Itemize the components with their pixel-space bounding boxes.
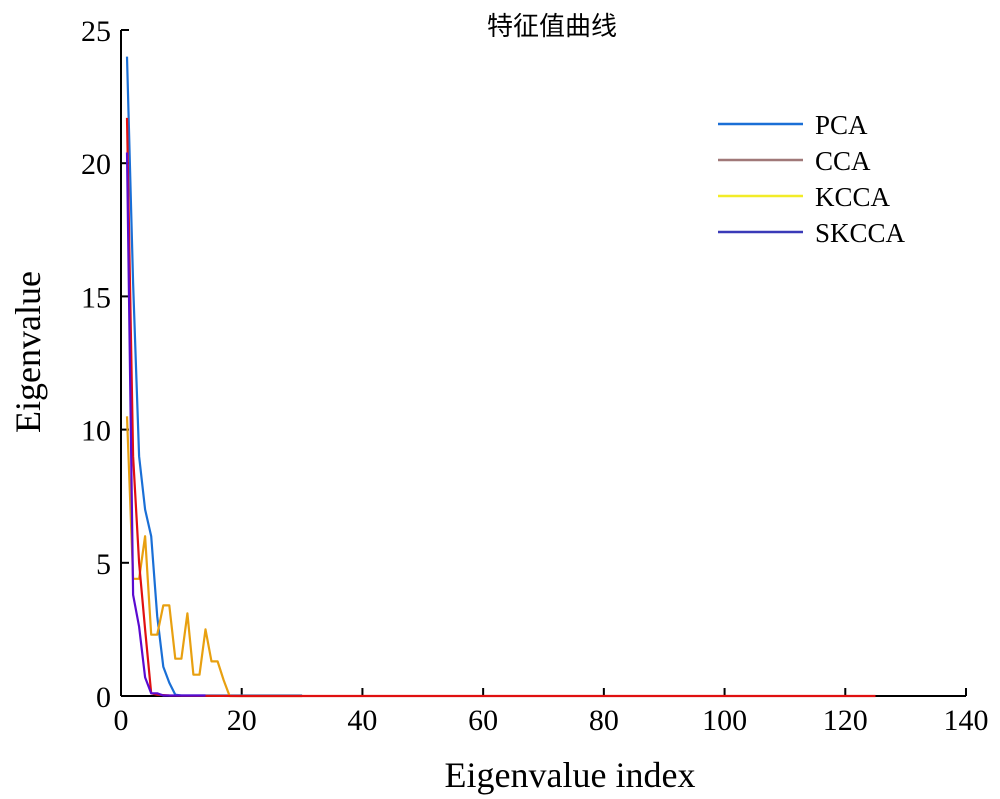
x-tick-label: 120 bbox=[823, 704, 868, 737]
y-tick-label: 25 bbox=[81, 15, 111, 48]
x-tick-label: 20 bbox=[227, 704, 257, 737]
series-line-skcca bbox=[125, 152, 206, 697]
series-line-cca bbox=[125, 117, 876, 698]
y-tick-label: 0 bbox=[96, 681, 111, 714]
y-tick-label: 15 bbox=[81, 281, 111, 314]
legend-label-kcca: KCCA bbox=[815, 182, 891, 212]
x-tick-label: 40 bbox=[347, 704, 377, 737]
x-tick-label: 80 bbox=[589, 704, 619, 737]
x-axis-label: Eigenvalue index bbox=[445, 755, 696, 795]
y-tick-label: 20 bbox=[81, 148, 111, 181]
x-tick-label: 140 bbox=[944, 704, 989, 737]
y-tick-label: 5 bbox=[96, 548, 111, 581]
legend-label-skcca: SKCCA bbox=[815, 218, 906, 248]
legend-label-pca: PCA bbox=[815, 110, 868, 140]
y-axis-label: Eigenvalue bbox=[8, 271, 48, 433]
y-tick-label: 10 bbox=[81, 415, 111, 448]
x-tick-label: 60 bbox=[468, 704, 498, 737]
series-layer bbox=[125, 56, 876, 698]
axes: 0 20 40 60 80 100 120 140 0 5 10 15 20 25 bbox=[81, 15, 989, 737]
legend: PCA CCA KCCA SKCCA bbox=[718, 110, 906, 248]
legend-label-cca: CCA bbox=[815, 146, 871, 176]
series-line-pca bbox=[125, 56, 303, 697]
x-tick-label: 100 bbox=[702, 704, 747, 737]
x-tick-label: 0 bbox=[114, 704, 129, 737]
chart-title: 特征值曲线 bbox=[487, 12, 617, 42]
series-line-kcca bbox=[125, 416, 303, 698]
